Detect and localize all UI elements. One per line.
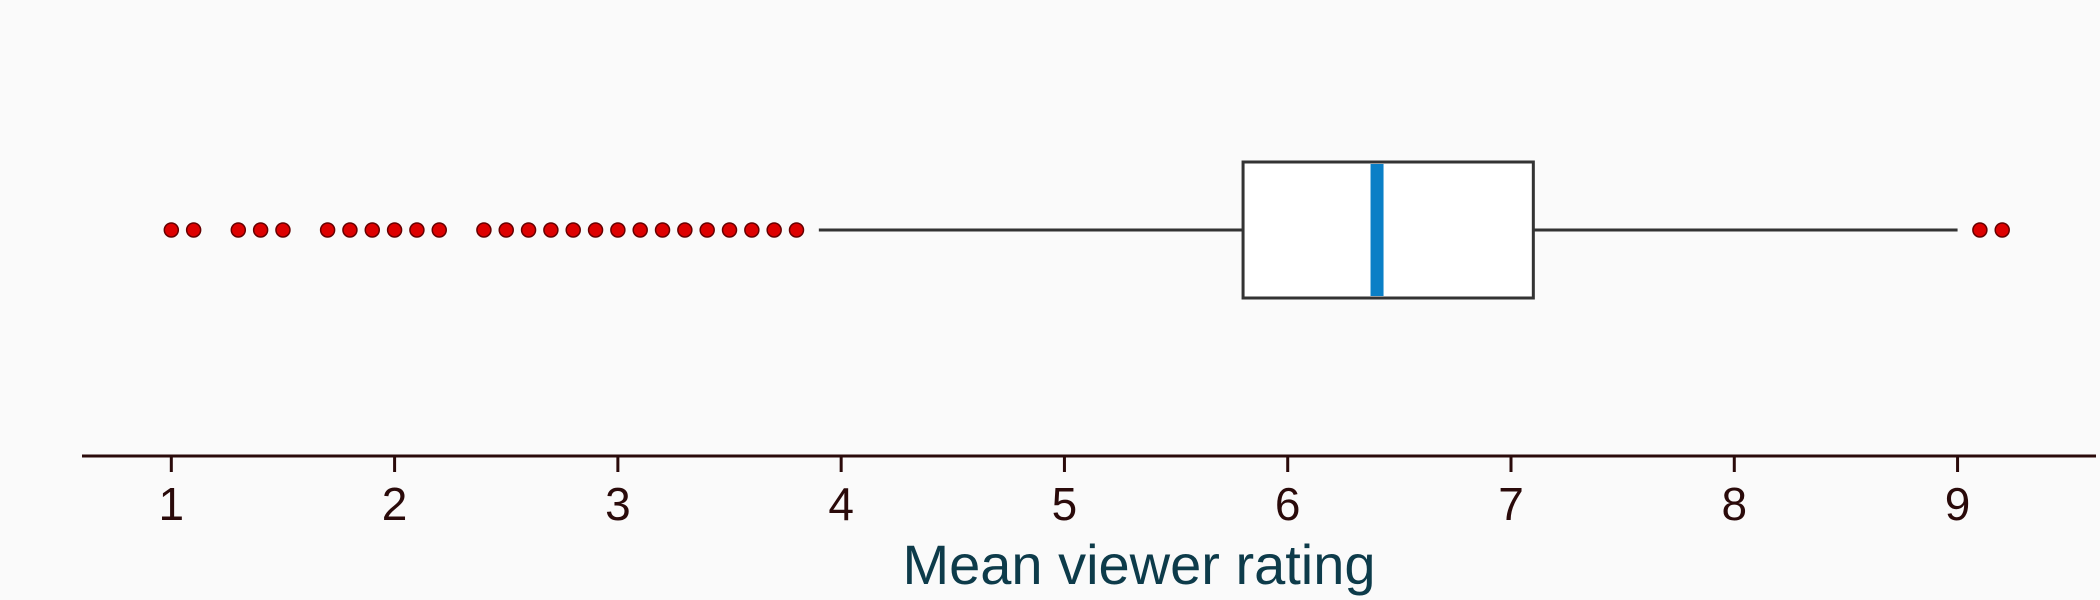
x-tick-label: 3: [605, 478, 631, 530]
outlier-point: [163, 222, 180, 238]
outlier-point: [230, 222, 247, 238]
outlier-point: [587, 222, 604, 238]
outlier-point: [721, 222, 738, 238]
outlier-point: [498, 222, 514, 238]
outlier-point: [520, 222, 537, 238]
outlier-point: [565, 222, 581, 238]
outlier-point: [364, 222, 381, 238]
outlier-point: [610, 222, 626, 238]
x-tick-label: 1: [159, 478, 185, 530]
x-axis-title: Mean viewer rating: [902, 533, 1375, 596]
outlier-point: [431, 222, 448, 238]
outlier-point: [185, 222, 202, 238]
outlier-point: [766, 222, 782, 238]
outlier-point: [476, 222, 492, 238]
outlier-point: [409, 222, 425, 238]
outlier-point: [1994, 222, 2010, 238]
x-tick-label: 6: [1275, 478, 1301, 530]
outlier-point: [1972, 222, 1988, 238]
outlier-point: [319, 222, 336, 238]
outlier-point: [632, 222, 648, 238]
x-axis: 1 2 3 4 5 6 7 8 9: [82, 454, 2096, 530]
outlier-point: [342, 222, 358, 238]
outlier-point: [699, 222, 715, 238]
outlier-point: [386, 222, 403, 238]
outlier-point: [654, 222, 671, 238]
x-tick-label: 7: [1498, 478, 1524, 530]
outlier-point: [677, 222, 693, 238]
outlier-point: [744, 222, 760, 238]
outlier-point: [275, 222, 291, 238]
x-tick-label: 8: [1721, 478, 1747, 530]
interquartile-box: [1241, 160, 1535, 300]
x-tick-label: 4: [828, 478, 854, 530]
plot-area: [163, 160, 2010, 300]
x-tick-label: 2: [382, 478, 408, 530]
x-tick-label: 9: [1945, 478, 1971, 530]
x-axis-ticks: 1 2 3 4 5 6 7 8 9: [159, 456, 1971, 530]
outlier-point: [543, 222, 559, 238]
x-tick-label: 5: [1052, 478, 1078, 530]
outlier-point: [252, 222, 269, 238]
outlier-point: [788, 222, 805, 238]
outlier-points: [163, 222, 2010, 238]
